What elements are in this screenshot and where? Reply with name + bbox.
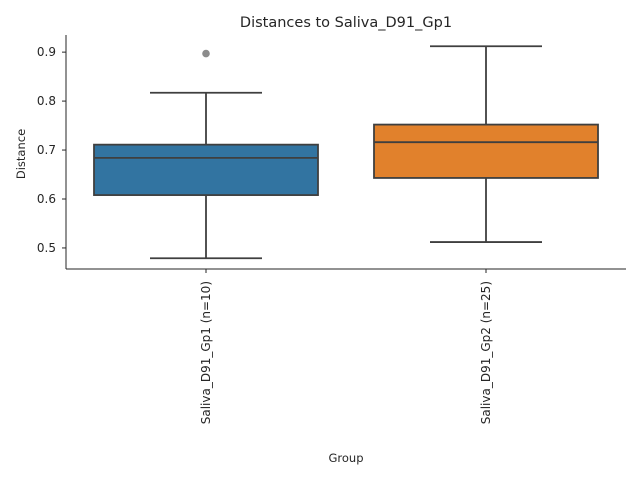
y-axis-label: Distance [14, 129, 28, 179]
iqr-box [373, 123, 599, 179]
y-tick-label: 0.7 [37, 143, 56, 157]
outlier-point [202, 49, 210, 58]
y-tick-label: 0.9 [37, 45, 56, 59]
x-axis-ticks: Saliva_D91_Gp1 (n=10) Saliva_D91_Gp2 (n=2… [199, 269, 493, 424]
x-axis-label: Group [328, 451, 363, 465]
y-tick-label: 0.6 [37, 192, 56, 206]
iqr-box [93, 143, 319, 196]
box-group [373, 45, 599, 243]
y-axis-ticks: 0.5 0.6 0.7 0.8 0.9 [37, 45, 66, 255]
y-tick-label: 0.8 [37, 94, 56, 108]
box-group [93, 49, 319, 260]
plot-area [93, 45, 599, 260]
x-tick-label: Saliva_D91_Gp2 (n=25) [479, 281, 493, 424]
y-tick-label: 0.5 [37, 241, 56, 255]
chart-title: Distances to Saliva_D91_Gp1 [240, 15, 452, 31]
x-tick-label: Saliva_D91_Gp1 (n=10) [199, 281, 213, 424]
